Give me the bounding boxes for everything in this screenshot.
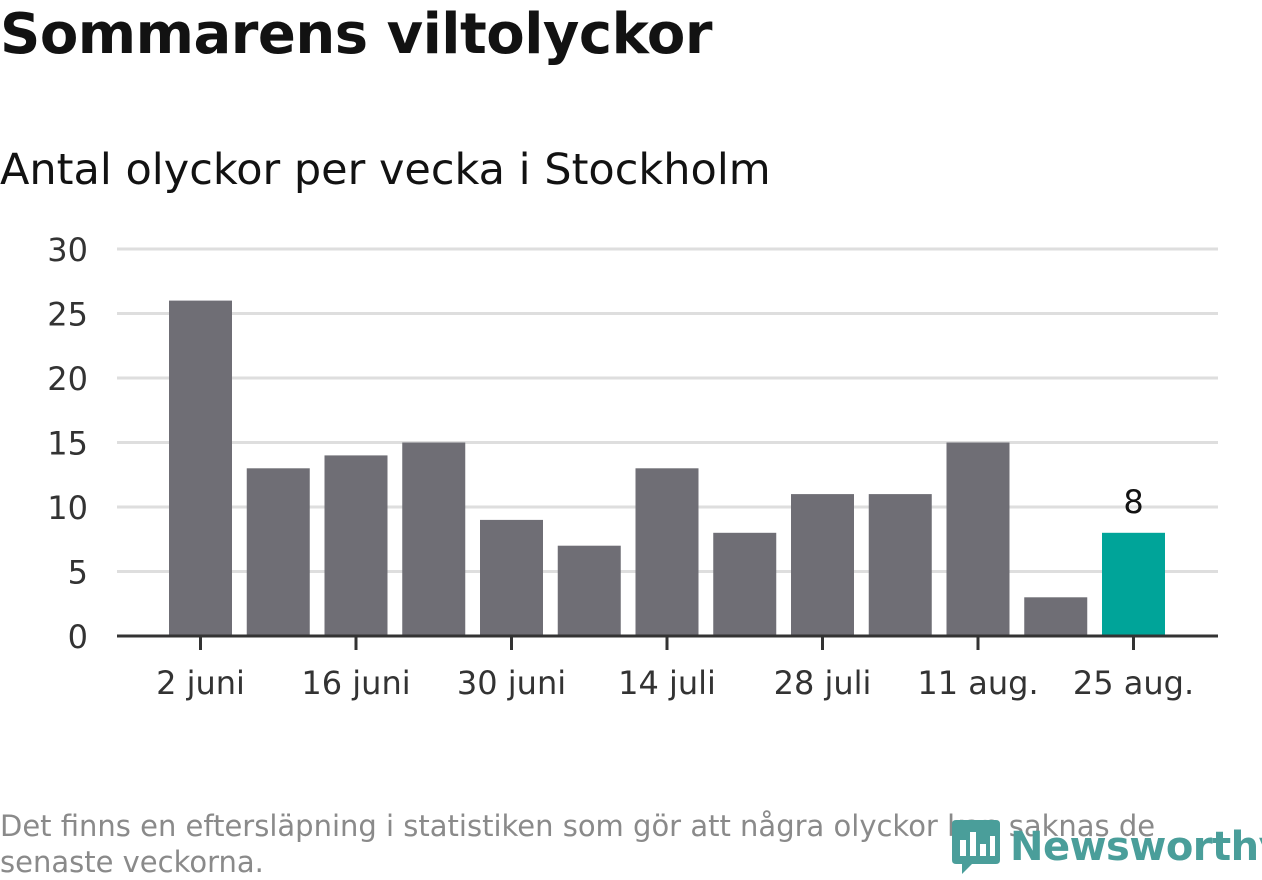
bar [324,455,388,636]
chart-subtitle: Antal olyckor per vecka i Stockholm [0,145,771,195]
y-tick-label: 5 [68,554,88,592]
bar [946,442,1010,636]
bar-chart-speech-bubble-icon [952,820,1000,874]
x-tick-label: 30 juni [457,664,566,702]
y-axis-ticks: 0 5 10 15 20 25 30 [47,231,88,656]
logo-text: Newsworthy [1010,824,1262,870]
y-tick-label: 25 [47,296,88,334]
data-label: 8 [1123,483,1143,521]
x-axis-ticks: 2 juni 16 juni 30 juni 14 juli 28 juli 11 aug… [156,636,1194,702]
y-tick-label: 15 [47,425,88,463]
bar [246,468,310,636]
x-tick-label: 25 aug. [1073,664,1194,702]
bar-chart: 0 5 10 15 20 25 30 2 juni 16 juni 30 juni 14 juli… [47,231,1218,702]
bar [635,468,699,636]
x-tick-label: 16 juni [301,664,410,702]
bar [557,545,621,636]
bars [169,300,1165,636]
data-labels: 8 [1123,483,1143,521]
y-tick-label: 30 [47,231,88,269]
bar [713,532,777,636]
bar [868,494,932,636]
bar [1102,532,1165,636]
x-tick-label: 14 juli [618,664,716,702]
x-tick-label: 28 juli [774,664,872,702]
bar [480,519,543,636]
x-tick-label: 2 juni [156,664,245,702]
bar [791,494,854,636]
bar [402,442,466,636]
chart-title: Sommarens viltolyckor [0,2,712,67]
newsworthy-logo: Newsworthy [950,818,1262,876]
y-tick-label: 10 [47,489,88,527]
y-tick-label: 0 [68,618,88,656]
bar [1024,597,1088,636]
y-tick-label: 20 [47,360,88,398]
x-tick-label: 11 aug. [917,664,1038,702]
bar [169,300,232,636]
